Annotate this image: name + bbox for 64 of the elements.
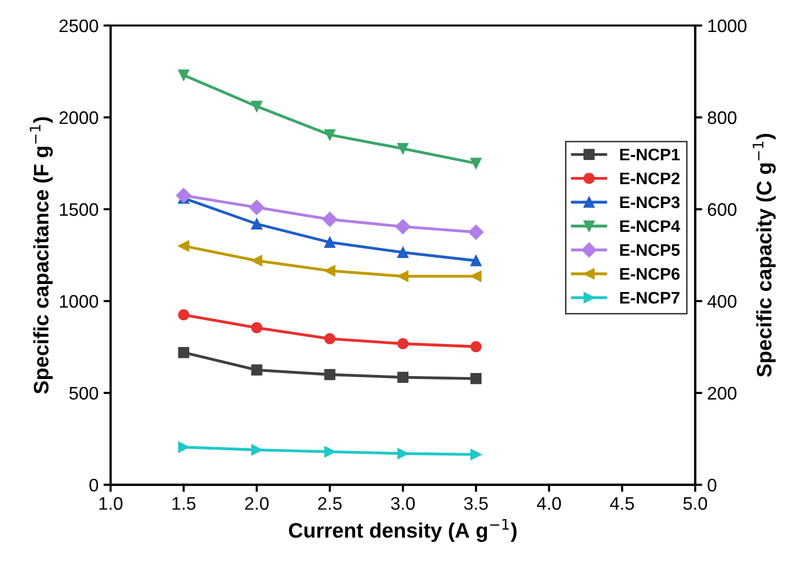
x-tick-label: 5.0 bbox=[683, 497, 708, 510]
y2-tick-label: 600 bbox=[708, 203, 736, 216]
point bbox=[397, 448, 408, 460]
y2-tick-label: 0 bbox=[708, 478, 716, 492]
x-tick-label: 1.5 bbox=[172, 497, 196, 510]
point bbox=[470, 448, 482, 460]
point bbox=[324, 265, 336, 276]
x-tick-label: 4.5 bbox=[610, 497, 634, 510]
x-tick-label: 2.0 bbox=[245, 497, 269, 510]
point bbox=[397, 338, 408, 350]
legend-label: E-NCP6 bbox=[620, 268, 680, 280]
legend-label: E-NCP5 bbox=[620, 244, 680, 256]
point bbox=[176, 188, 192, 204]
x-tick-label: 3.5 bbox=[464, 497, 488, 510]
legend-label: E-NCP1 bbox=[620, 148, 680, 160]
legend-label: E-NCP7 bbox=[620, 292, 680, 304]
x-axis-title: Current density (A g$^{−1}$) bbox=[288, 518, 517, 542]
point bbox=[251, 322, 262, 334]
y-tick-label: 2500 bbox=[60, 19, 98, 32]
point bbox=[178, 309, 190, 320]
y-tick-label: 500 bbox=[69, 386, 98, 400]
y2-tick-label: 200 bbox=[708, 386, 736, 400]
point bbox=[322, 212, 338, 227]
point bbox=[470, 158, 482, 169]
point bbox=[397, 143, 408, 154]
point bbox=[251, 444, 262, 456]
point bbox=[470, 373, 482, 384]
y-tick-label: 2000 bbox=[60, 111, 98, 124]
point bbox=[468, 224, 484, 240]
y-tick-label: 1000 bbox=[60, 295, 98, 308]
point bbox=[324, 333, 336, 344]
point bbox=[324, 236, 336, 248]
legend-label: E-NCP4 bbox=[620, 220, 680, 232]
y2-tick-label: 400 bbox=[707, 295, 736, 308]
y2-tick-label: 800 bbox=[708, 111, 736, 124]
legend-label: E-NCP3 bbox=[620, 196, 680, 208]
point bbox=[397, 246, 408, 258]
x-tick-label: 2.5 bbox=[318, 497, 342, 510]
point bbox=[397, 372, 408, 383]
y-tick-label: 1500 bbox=[60, 203, 98, 216]
point bbox=[251, 364, 262, 376]
x-tick-label: 3.0 bbox=[391, 497, 415, 510]
point bbox=[249, 200, 264, 215]
x-tick-label: 1.0 bbox=[99, 497, 122, 510]
point bbox=[251, 255, 262, 266]
point bbox=[178, 346, 190, 358]
point bbox=[324, 446, 336, 458]
point bbox=[324, 129, 336, 140]
point bbox=[324, 369, 336, 380]
point bbox=[178, 442, 190, 453]
point bbox=[395, 219, 410, 234]
point bbox=[251, 100, 262, 112]
y-tick-label: 0 bbox=[89, 478, 98, 492]
point bbox=[470, 255, 482, 266]
point bbox=[178, 70, 190, 81]
point bbox=[397, 270, 408, 282]
y2-tick-label: 1000 bbox=[708, 19, 746, 32]
y-axis-title: Specific capacitance (F g$^{−1}$) bbox=[30, 117, 53, 394]
point bbox=[470, 341, 482, 352]
point bbox=[251, 218, 262, 230]
legend-label: E-NCP2 bbox=[620, 172, 680, 184]
point bbox=[178, 240, 190, 252]
x-tick-label: 4.0 bbox=[536, 497, 561, 510]
y2-axis-title: Specific capacity (C g$^{−1}$) bbox=[752, 134, 776, 377]
